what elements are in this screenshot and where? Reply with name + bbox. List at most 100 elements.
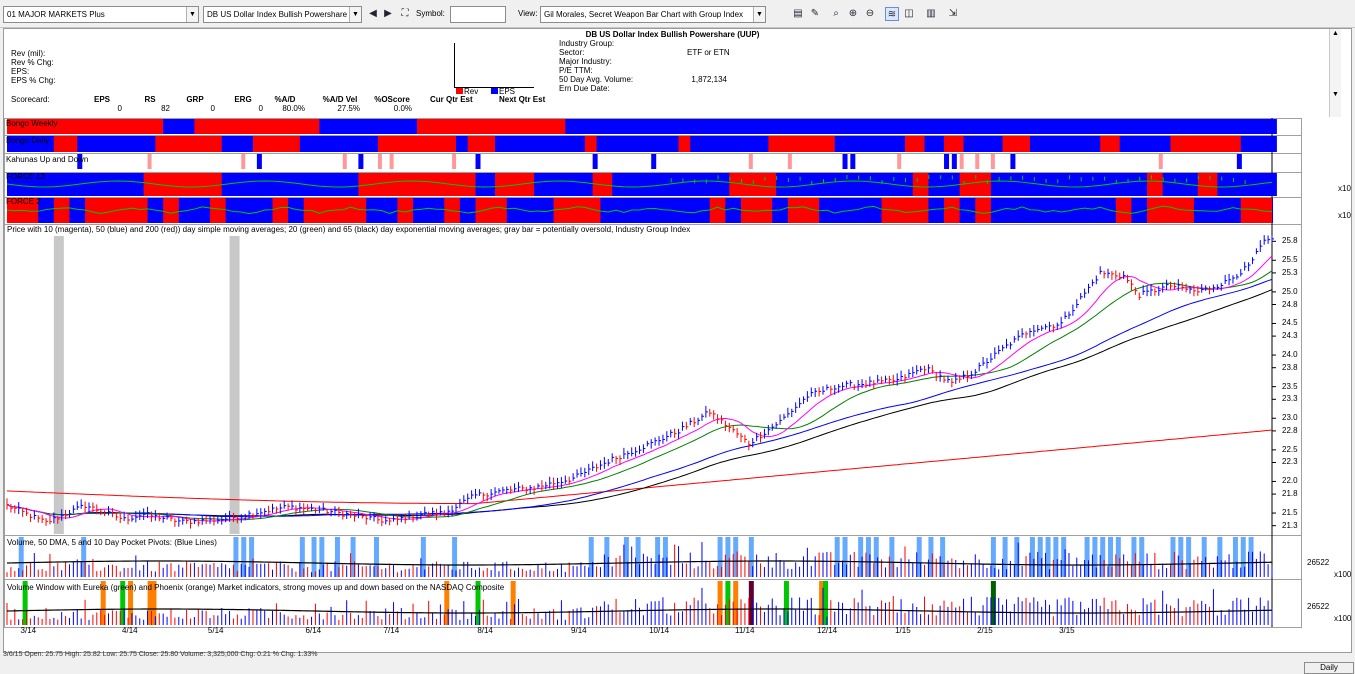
price-tick-label: 22.8 bbox=[1282, 425, 1298, 435]
binoculars-icon[interactable]: ⛶ bbox=[401, 8, 409, 19]
header-scrollbar[interactable]: ▲ ▼ bbox=[1329, 29, 1341, 117]
force13-histogram-bar bbox=[1232, 177, 1234, 182]
bongo-daily-segment bbox=[377, 136, 457, 152]
volume2-scale-value: 26522 bbox=[1307, 602, 1330, 611]
pocket-pivot-bar bbox=[1084, 537, 1090, 577]
force13-segment bbox=[358, 173, 477, 196]
kahunas-bar bbox=[256, 154, 262, 169]
force13-histogram-bar bbox=[811, 180, 813, 185]
market-indicator-bar bbox=[444, 581, 450, 625]
daily-button[interactable]: Daily bbox=[1304, 662, 1354, 674]
rev-eps-baseline bbox=[454, 87, 534, 88]
pocket-pivot-bar bbox=[1100, 537, 1106, 577]
pocket-pivot-bar bbox=[916, 537, 922, 577]
force13-segment bbox=[1162, 173, 1199, 196]
pocket-pivot-bar bbox=[748, 537, 754, 577]
bongo-weekly-segment bbox=[565, 119, 1277, 134]
kahunas-bar bbox=[842, 154, 848, 169]
kahunas-bar bbox=[342, 154, 347, 169]
force2-segment bbox=[1256, 198, 1273, 223]
print-icon[interactable]: ▤ bbox=[793, 8, 803, 19]
previous-icon[interactable]: ◀ bbox=[369, 8, 377, 19]
zoom-in-icon[interactable]: ⊕ bbox=[848, 8, 858, 19]
zoom-out-icon[interactable]: ⊖ bbox=[865, 8, 875, 19]
volume-scale-value: 26522 bbox=[1307, 558, 1330, 567]
force2-segment bbox=[210, 198, 227, 223]
force2-segment bbox=[850, 198, 867, 223]
pocket-pivot-bar bbox=[299, 537, 305, 577]
eps-legend-swatch bbox=[491, 88, 498, 94]
force2-segment bbox=[194, 198, 212, 223]
pocket-pivot-bar bbox=[241, 537, 247, 577]
force13-multiplier: x10 bbox=[1338, 184, 1351, 193]
bar-view-icon[interactable]: ≋ bbox=[885, 7, 899, 21]
force2-segment bbox=[678, 198, 696, 223]
scorecard-value: 80.0% bbox=[282, 104, 305, 113]
scorecard-header: %OScore bbox=[374, 95, 410, 104]
force2-segment bbox=[1053, 198, 1070, 223]
force13-segment bbox=[990, 173, 1149, 196]
pocket-pivot-bar bbox=[623, 537, 629, 577]
force2-segment bbox=[69, 198, 87, 223]
price-tick-label: 22.3 bbox=[1282, 457, 1298, 467]
force2-segment bbox=[381, 198, 399, 223]
edit-icon[interactable]: ✎ bbox=[810, 8, 820, 19]
force2-segment bbox=[834, 198, 852, 223]
pocket-pivot-bar bbox=[889, 537, 895, 577]
info-label: Industry Group: bbox=[559, 39, 615, 48]
bongo-daily-segment bbox=[1002, 136, 1031, 152]
chevron-down-icon: ▼ bbox=[753, 7, 765, 22]
kahunas-bar bbox=[1236, 154, 1242, 169]
market-indicator-bar bbox=[510, 581, 516, 625]
market-indicator-bar bbox=[151, 581, 157, 625]
bongo-daily-segment bbox=[495, 136, 586, 152]
kahunas-bar bbox=[592, 154, 598, 169]
bongo-daily-segment bbox=[1029, 136, 1102, 152]
scroll-down-icon[interactable]: ▼ bbox=[1332, 91, 1339, 98]
symbol-input[interactable] bbox=[450, 6, 506, 23]
next-icon[interactable]: ▶ bbox=[384, 8, 392, 19]
date-tick-label: 6/14 bbox=[305, 626, 322, 635]
price-tick-label: 24.5 bbox=[1282, 318, 1298, 328]
pocket-pivot-bar bbox=[1178, 537, 1184, 577]
bongo-daily-segment bbox=[944, 136, 965, 152]
market-indicator-bar bbox=[22, 581, 28, 625]
force13-histogram-bar bbox=[1104, 176, 1106, 181]
security-select[interactable]: DB US Dollar Index Bullish Powershare ▼ bbox=[203, 6, 362, 23]
force13-histogram-bar bbox=[717, 175, 719, 180]
list-select[interactable]: 01 MAJOR MARKETS Plus ▼ bbox=[3, 6, 199, 23]
split-view-icon[interactable]: ◫ bbox=[904, 8, 914, 19]
force13-segment bbox=[1197, 173, 1219, 196]
force13-histogram-bar bbox=[1174, 178, 1176, 183]
force2-segment bbox=[912, 198, 930, 223]
scorecard-header: EPS bbox=[93, 95, 110, 104]
force13-histogram-bar bbox=[858, 175, 860, 180]
sma200-line bbox=[6, 429, 1273, 505]
force2-segment bbox=[428, 198, 446, 223]
next-qtr-est: Next Qtr Est bbox=[499, 95, 546, 104]
price-tick-label: 25.8 bbox=[1282, 236, 1298, 246]
force2-segment bbox=[1209, 198, 1227, 223]
force2-segment bbox=[288, 198, 305, 223]
panel-frame bbox=[4, 224, 1302, 536]
scroll-up-icon[interactable]: ▲ bbox=[1332, 30, 1339, 37]
kahunas-bar bbox=[475, 154, 481, 169]
force2-segment bbox=[944, 198, 961, 223]
view-select[interactable]: Gil Morales, Secret Weapon Bar Chart wit… bbox=[540, 6, 766, 23]
force2-segment bbox=[350, 198, 368, 223]
bongo-weekly-segment bbox=[163, 119, 196, 134]
info-label: P/E TTM: bbox=[559, 66, 593, 75]
kahunas-bar bbox=[651, 154, 657, 169]
date-tick-label: 3/15 bbox=[1059, 626, 1075, 635]
bongo-daily-segment bbox=[834, 136, 906, 152]
pocket-pivot-bar bbox=[588, 537, 594, 577]
chart-icon[interactable]: ▥ bbox=[926, 8, 936, 19]
price-tick-label: 21.8 bbox=[1282, 489, 1298, 499]
export-icon[interactable]: ⇲ bbox=[948, 8, 958, 19]
force2-segment bbox=[1084, 198, 1102, 223]
symbol-label: Symbol: bbox=[416, 9, 445, 18]
bongo-daily-segment bbox=[1170, 136, 1242, 152]
zoom-icon[interactable]: ⌕ bbox=[833, 8, 839, 19]
pocket-pivot-bar bbox=[1108, 537, 1114, 577]
pocket-pivot-bar bbox=[350, 537, 356, 577]
